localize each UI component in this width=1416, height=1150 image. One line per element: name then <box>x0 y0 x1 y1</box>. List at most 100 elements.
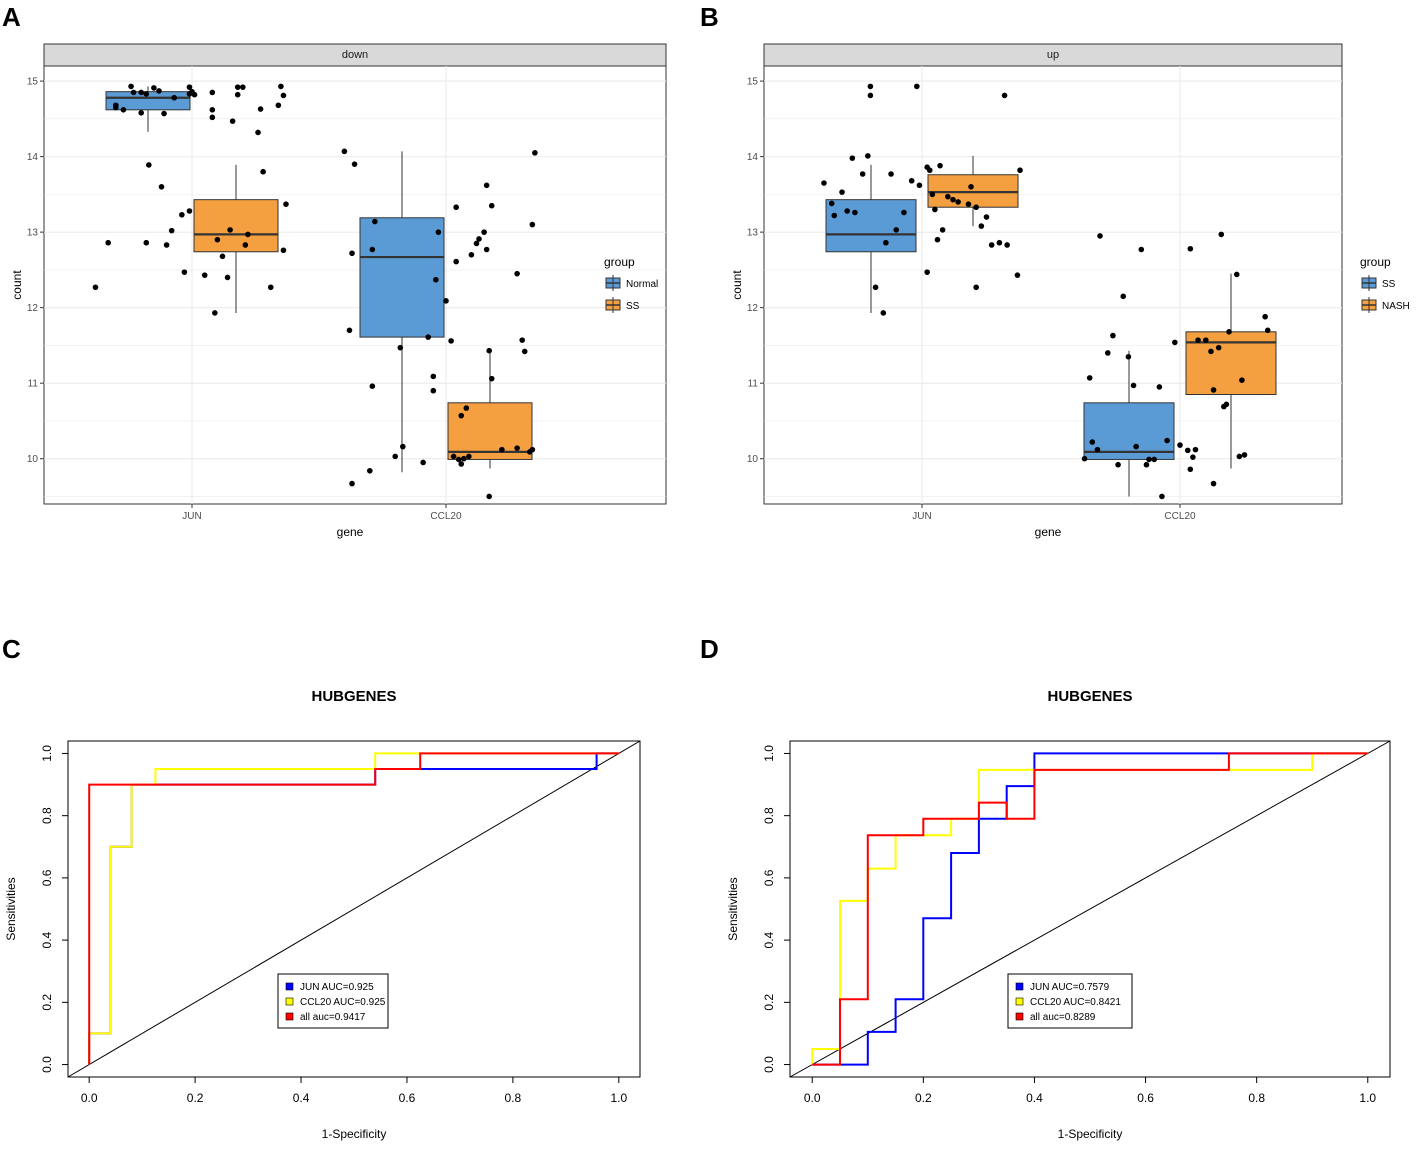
data-point <box>240 84 246 90</box>
data-point <box>120 107 127 113</box>
x-tick-label: 0.6 <box>399 1091 416 1105</box>
x-tick-label: 1.0 <box>1359 1091 1376 1105</box>
data-point <box>280 247 287 254</box>
data-point <box>468 251 475 258</box>
data-point <box>1239 377 1245 383</box>
y-tick-label: 0.8 <box>40 807 54 824</box>
data-point <box>865 153 871 159</box>
legend-label: CCL20 AUC=0.8421 <box>1030 997 1121 1008</box>
panel-label-d: D <box>700 634 719 664</box>
data-point <box>852 209 858 216</box>
data-point <box>201 272 208 278</box>
data-point <box>138 89 144 96</box>
data-point <box>158 184 165 190</box>
data-point <box>929 191 936 198</box>
data-point <box>529 446 536 453</box>
data-point <box>1156 384 1163 390</box>
data-point <box>839 189 845 195</box>
data-point <box>821 180 827 186</box>
data-point <box>453 204 459 211</box>
data-point <box>965 201 972 207</box>
data-point <box>138 110 144 116</box>
data-point <box>283 201 289 207</box>
data-point <box>369 246 376 253</box>
y-tick-label: 11 <box>28 379 39 390</box>
data-point <box>351 161 358 167</box>
data-point <box>983 214 990 220</box>
data-point <box>234 84 241 90</box>
legend-label: JUN AUC=0.7579 <box>1030 982 1110 993</box>
data-point <box>932 206 938 213</box>
y-tick-label: 11 <box>748 379 759 390</box>
data-point <box>435 229 442 235</box>
x-tick-label: 0.2 <box>187 1091 204 1105</box>
data-point <box>186 208 193 214</box>
data-point <box>163 242 170 248</box>
data-point <box>1017 167 1023 174</box>
legend-label: all auc=0.9417 <box>300 1012 366 1023</box>
data-point <box>481 229 487 235</box>
data-point <box>486 493 492 500</box>
data-point <box>1086 375 1093 381</box>
data-point <box>872 284 879 291</box>
x-axis-title: 1-Specificity <box>322 1127 387 1141</box>
data-point <box>1115 461 1121 468</box>
data-point <box>1236 453 1243 460</box>
plot-area <box>763 65 1343 505</box>
data-point <box>973 284 979 291</box>
x-axis-title: gene <box>1035 525 1062 539</box>
data-point <box>430 373 437 380</box>
data-point <box>973 204 979 211</box>
data-point <box>105 239 111 246</box>
data-point <box>1208 348 1214 355</box>
data-point <box>1001 92 1008 99</box>
legend-title: group <box>604 255 635 269</box>
x-tick-label: 0.0 <box>804 1091 821 1105</box>
data-point <box>146 162 152 168</box>
legend-title: group <box>1360 255 1391 269</box>
data-point <box>859 171 866 177</box>
data-point <box>275 102 282 109</box>
data-point <box>346 327 353 334</box>
data-point <box>499 446 505 453</box>
data-point <box>1004 242 1010 248</box>
data-point <box>229 118 236 124</box>
data-point <box>367 467 373 474</box>
data-point <box>1130 382 1137 389</box>
data-point <box>1110 332 1116 339</box>
data-point <box>476 236 482 242</box>
data-point <box>867 92 874 99</box>
data-point <box>924 269 930 275</box>
plot-area <box>43 65 667 505</box>
data-point <box>209 114 216 121</box>
data-point <box>1187 245 1194 252</box>
data-point <box>888 171 894 177</box>
legend-swatch <box>1015 1012 1024 1021</box>
data-point <box>1264 327 1271 334</box>
data-point <box>420 459 426 466</box>
x-tick-label: JUN <box>912 511 931 522</box>
data-point <box>1138 246 1145 253</box>
data-point <box>156 88 162 94</box>
x-axis-title: 1-Specificity <box>1058 1127 1123 1141</box>
data-point <box>893 227 899 233</box>
data-point <box>926 167 933 174</box>
data-point <box>369 383 376 389</box>
data-point <box>209 107 216 113</box>
data-point <box>880 310 887 316</box>
data-point <box>1133 443 1139 450</box>
y-tick-label: 10 <box>747 454 759 465</box>
data-point <box>458 461 465 467</box>
data-point <box>1104 350 1111 356</box>
y-axis-title: count <box>10 270 24 300</box>
data-point <box>267 284 274 291</box>
box-body <box>927 174 1019 208</box>
data-point <box>372 218 378 225</box>
x-tick-label: 0.2 <box>915 1091 932 1105</box>
data-point <box>143 91 150 97</box>
data-point <box>227 227 233 233</box>
data-point <box>209 89 216 96</box>
data-point <box>433 276 439 283</box>
panel-label-a: A <box>2 2 21 32</box>
legend-swatch <box>1015 982 1024 991</box>
